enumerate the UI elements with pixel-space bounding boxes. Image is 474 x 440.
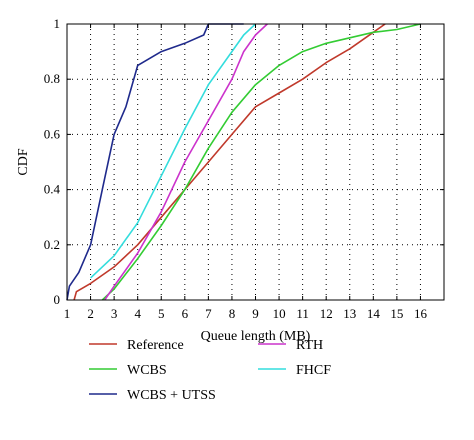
- x-tick-label: 7: [205, 306, 212, 321]
- x-tick-label: 12: [320, 306, 333, 321]
- x-tick-label: 10: [273, 306, 286, 321]
- legend-entry: RTH: [258, 338, 323, 353]
- legend-entry: WCBS + UTSS: [89, 388, 216, 403]
- y-tick-label: 0.6: [44, 126, 61, 141]
- y-tick-label: 0.4: [44, 182, 61, 197]
- series-lines: [66, 23, 421, 301]
- y-tick-label: 0: [54, 292, 61, 307]
- series-line-rth: [104, 23, 268, 301]
- x-tick-label: 9: [252, 306, 259, 321]
- x-tick-label: 4: [134, 306, 141, 321]
- legend-entry: WCBS: [89, 363, 167, 378]
- legend-entry: Reference: [89, 338, 184, 353]
- y-tick-label: 0.2: [44, 237, 60, 252]
- x-tick-label: 16: [414, 306, 428, 321]
- x-tick-label: 14: [367, 306, 381, 321]
- series-line-fhcf: [90, 23, 257, 279]
- x-tick-label: 6: [182, 306, 189, 321]
- x-tick-label: 2: [87, 306, 94, 321]
- series-line-wcbs: [101, 23, 421, 301]
- x-tick-label: 11: [296, 306, 309, 321]
- y-tick-label: 1: [54, 16, 61, 31]
- y-axis-label: CDF: [16, 148, 31, 175]
- x-axis-label: Queue length (MB): [201, 329, 311, 344]
- y-axis-ticks: 0 0.2 0.4 0.6 0.8 1: [44, 16, 444, 307]
- x-tick-label: 3: [111, 306, 118, 321]
- legend-label: WCBS + UTSS: [127, 388, 216, 403]
- x-tick-label: 8: [229, 306, 236, 321]
- x-tick-label: 13: [343, 306, 356, 321]
- y-tick-label: 0.8: [44, 71, 60, 86]
- series-line-reference: [73, 23, 386, 301]
- legend-label: Reference: [127, 338, 184, 353]
- x-tick-label: 5: [158, 306, 165, 321]
- legend-label: WCBS: [127, 363, 167, 378]
- x-tick-label: 1: [64, 306, 71, 321]
- legend-label: RTH: [296, 338, 323, 353]
- series-line-wcbs-utss: [66, 23, 244, 301]
- x-tick-label: 15: [390, 306, 403, 321]
- legend-entry: FHCF: [258, 363, 331, 378]
- legend-label: FHCF: [296, 363, 331, 378]
- legend: Reference WCBS WCBS + UTSS RTH FHCF: [89, 338, 331, 403]
- x-axis-ticks: 1 2 3 4 5 6 7 8 9 10 11 12 13 14 15 16: [64, 24, 428, 321]
- grid-lines: [67, 24, 444, 300]
